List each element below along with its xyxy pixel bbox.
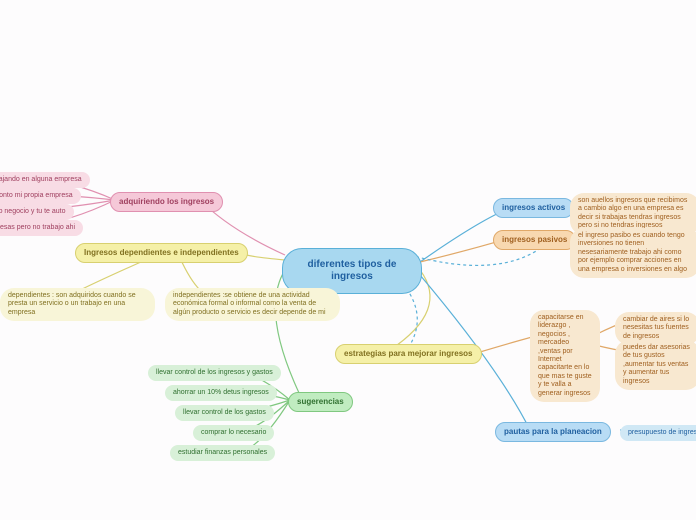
- node-pasivos[interactable]: ingresos pasivos: [493, 230, 576, 250]
- sug-4: estudiar finanzas personales: [170, 445, 275, 461]
- dep-desc2: independientes :se obtiene de una activi…: [165, 288, 340, 321]
- node-sugerencias[interactable]: sugerencias: [288, 392, 353, 412]
- node-adquiriendo[interactable]: adquiriendo los ingresos: [110, 192, 223, 212]
- adq-2: propio negocio y tu te auto: [0, 204, 74, 220]
- estrategias-tip3: puedes dar asesorias de tus gustos ,aume…: [615, 340, 696, 390]
- adq-1: tengo o monto mi propia empresa: [0, 188, 81, 204]
- adq-3: tienen empresas pero no trabajo ahi: [0, 220, 83, 236]
- dep-desc1: dependientes : son adquiridos cuando se …: [0, 288, 155, 321]
- adq-0: estoy trabajando en alguna empresa: [0, 172, 90, 188]
- node-pautas[interactable]: pautas para la planeacion: [495, 422, 611, 442]
- node-dependientes[interactable]: Ingresos dependientes e independientes: [75, 243, 248, 263]
- node-activos[interactable]: ingresos activos: [493, 198, 574, 218]
- sug-0: llevar control de los ingresos y gastos: [148, 365, 281, 381]
- desc-pasivos: el ingreso pasibo es cuando tengo invers…: [570, 228, 696, 278]
- desc-pautas: presupuesto de ingresos y gastos: [620, 425, 696, 441]
- sug-3: comprar lo necesario: [193, 425, 274, 441]
- estrategias-tip1: capacitarse en liderazgo , negocios , me…: [530, 310, 600, 402]
- node-estrategias[interactable]: estrategias para mejorar ingresos: [335, 344, 482, 364]
- sug-2: llevar control de los gastos: [175, 405, 274, 421]
- sug-1: ahorrar un 10% detus ingresos: [165, 385, 277, 401]
